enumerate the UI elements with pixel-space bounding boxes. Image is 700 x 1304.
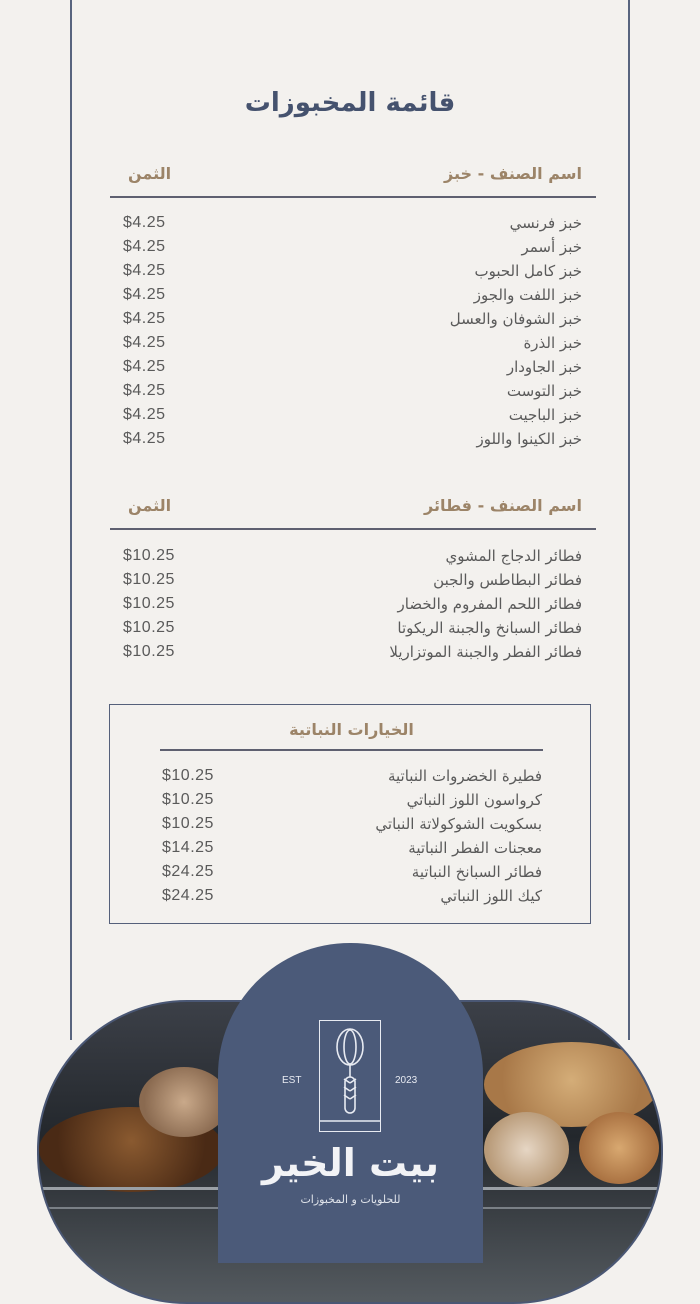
vegan-title: الخيارات النباتية [289, 720, 414, 739]
bread-name-header: اسم الصنف - خبز [444, 164, 582, 183]
item-name: خبز التوست [506, 382, 582, 400]
est-label: EST [282, 1075, 302, 1086]
bread-loaf-image [579, 1112, 659, 1184]
item-price: $10.25 [162, 767, 214, 784]
pie-divider [110, 528, 596, 530]
item-price: $14.25 [162, 839, 214, 856]
menu-item: خبز كامل الحبوب $4.25 [123, 262, 582, 286]
item-price: $4.25 [123, 286, 166, 303]
item-name: فطائر اللحم المفروم والخضار [397, 595, 582, 613]
est-year: 2023 [395, 1075, 418, 1086]
menu-item: خبز الباجيت $4.25 [123, 406, 582, 430]
menu-item: خبز الذرة $4.25 [123, 334, 582, 358]
item-name: خبز الذرة [523, 334, 582, 352]
item-price: $10.25 [123, 643, 175, 660]
brand-name: بيت الخير [261, 1141, 440, 1185]
item-name: فطائر السبانخ والجبنة الريكوتا [397, 619, 582, 637]
item-name: خبز الجاودار [506, 358, 582, 376]
menu-item: خبز أسمر $4.25 [123, 238, 582, 262]
frame-line-left [70, 0, 72, 1040]
item-price: $4.25 [123, 238, 166, 255]
vegan-divider [160, 749, 543, 751]
menu-item: كيك اللوز النباتي $24.25 [162, 887, 542, 911]
item-name: بسكويت الشوكولاتة النباتي [375, 815, 542, 833]
item-name: خبز الباجيت [508, 406, 582, 424]
pie-name-header: اسم الصنف - فطائر [424, 496, 582, 515]
menu-item: فطائر اللحم المفروم والخضار $10.25 [123, 595, 582, 619]
item-name: كيك اللوز النباتي [440, 887, 542, 905]
item-name: خبز كامل الحبوب [474, 262, 582, 280]
item-price: $10.25 [162, 791, 214, 808]
bread-price-header: الثمن [128, 164, 172, 183]
vegan-box [109, 704, 591, 924]
item-price: $24.25 [162, 863, 214, 880]
logo-frame [319, 1020, 381, 1132]
menu-item: فطائر البطاطس والجبن $10.25 [123, 571, 582, 595]
brand-tagline: للحلويات و المخبوزات [300, 1193, 401, 1206]
item-name: خبز أسمر [521, 238, 582, 256]
menu-item: خبز الجاودار $4.25 [123, 358, 582, 382]
item-price: $4.25 [123, 358, 166, 375]
item-price: $10.25 [123, 571, 175, 588]
item-price: $10.25 [123, 595, 175, 612]
item-name: كرواسون اللوز النباتي [406, 791, 542, 809]
logo-panel: EST 2023 بيت الخير للحلويات و المخبوزات [218, 943, 483, 1263]
menu-item: خبز فرنسي $4.25 [123, 214, 582, 238]
item-price: $10.25 [162, 815, 214, 832]
menu-item: خبز الشوفان والعسل $4.25 [123, 310, 582, 334]
page-title: قائمة المخبوزات [244, 88, 456, 118]
item-name: فطائر الدجاج المشوي [445, 547, 582, 565]
menu-item: فطيرة الخضروات النباتية $10.25 [162, 767, 542, 791]
menu-item: فطائر السبانخ النباتية $24.25 [162, 863, 542, 887]
menu-item: كرواسون اللوز النباتي $10.25 [162, 791, 542, 815]
pie-price-header: الثمن [128, 496, 172, 515]
item-name: خبز فرنسي [509, 214, 582, 232]
item-price: $4.25 [123, 262, 166, 279]
item-name: خبز الكينوا واللوز [476, 430, 582, 448]
menu-item: معجنات الفطر النباتية $14.25 [162, 839, 542, 863]
bread-loaf-image [139, 1067, 229, 1137]
item-name: خبز الشوفان والعسل [449, 310, 582, 328]
menu-item: فطائر السبانخ والجبنة الريكوتا $10.25 [123, 619, 582, 643]
bread-divider [110, 196, 596, 198]
item-price: $10.25 [123, 619, 175, 636]
item-name: معجنات الفطر النباتية [408, 839, 542, 857]
menu-item: خبز اللفت والجوز $4.25 [123, 286, 582, 310]
item-name: خبز اللفت والجوز [473, 286, 582, 304]
item-price: $4.25 [123, 310, 166, 327]
item-price: $4.25 [123, 334, 166, 351]
menu-item: خبز الكينوا واللوز $4.25 [123, 430, 582, 454]
menu-item: فطائر الفطر والجبنة الموتزاريلا $10.25 [123, 643, 582, 667]
item-price: $24.25 [162, 887, 214, 904]
item-name: فطائر البطاطس والجبن [433, 571, 582, 589]
item-name: فطائر السبانخ النباتية [411, 863, 542, 881]
menu-item: خبز التوست $4.25 [123, 382, 582, 406]
item-price: $4.25 [123, 214, 166, 231]
menu-item: بسكويت الشوكولاتة النباتي $10.25 [162, 815, 542, 839]
item-price: $4.25 [123, 382, 166, 399]
item-name: فطيرة الخضروات النباتية [387, 767, 542, 785]
item-price: $10.25 [123, 547, 175, 564]
item-price: $4.25 [123, 406, 166, 423]
item-name: فطائر الفطر والجبنة الموتزاريلا [389, 643, 582, 661]
frame-line-right [628, 0, 630, 1040]
item-price: $4.25 [123, 430, 166, 447]
whisk-wheat-icon [320, 1028, 380, 1122]
bread-loaf-image [484, 1112, 569, 1187]
menu-item: فطائر الدجاج المشوي $10.25 [123, 547, 582, 571]
